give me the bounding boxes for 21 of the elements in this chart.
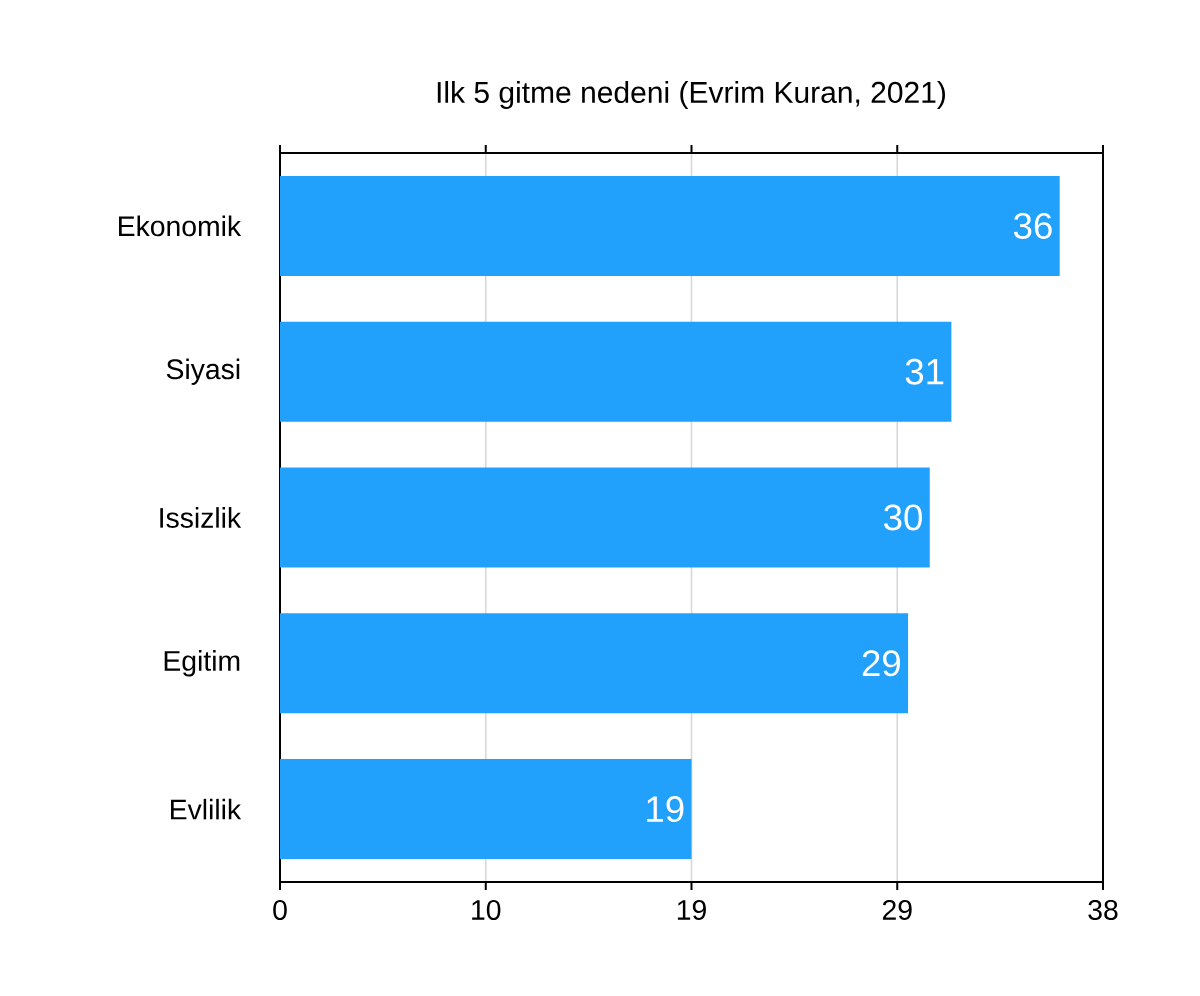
- bar: [280, 321, 952, 422]
- bar: [280, 467, 930, 568]
- y-tick-label: Siyasi: [166, 358, 240, 385]
- y-tick-label: Evlilik: [171, 798, 242, 820]
- x-tick-label: 19: [677, 899, 706, 920]
- data-label: 19: [647, 796, 684, 823]
- bar: [280, 175, 1060, 276]
- x-tick-label: 38: [1088, 899, 1118, 920]
- chart-title: Ilk 5 gitme nedeni (Evrim Kuran, 2021): [437, 81, 945, 109]
- x-tick-label: 29: [882, 899, 912, 920]
- y-tick-label: Egitim: [164, 650, 240, 677]
- data-label: 31: [905, 358, 944, 385]
- data-label: 36: [1013, 212, 1052, 239]
- bar: [280, 613, 909, 714]
- x-tick-label: 10: [472, 899, 501, 920]
- y-tick-label: Issizlik: [160, 507, 242, 528]
- bar: [280, 759, 692, 860]
- data-label: 30: [884, 504, 922, 531]
- y-tick-label: Ekonomik: [119, 215, 242, 237]
- data-label: 29: [862, 650, 901, 677]
- x-tick-label: 0: [273, 899, 287, 920]
